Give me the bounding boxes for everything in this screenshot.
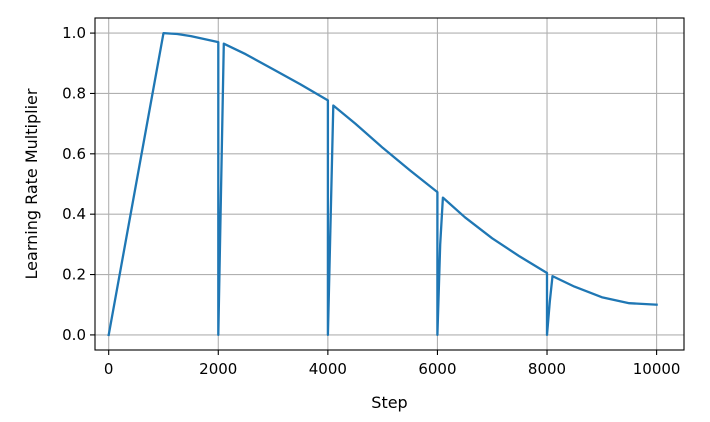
y-tick-label: 0.4 [62, 205, 86, 223]
plot-frame [94, 17, 685, 351]
x-tick-label: 0 [104, 360, 114, 378]
x-tick-label: 10000 [633, 360, 681, 378]
y-axis-label: Learning Rate Multiplier [22, 88, 41, 279]
y-tick-label: 0.6 [62, 145, 86, 163]
x-tick-label: 2000 [199, 360, 237, 378]
y-tick-label: 0.0 [62, 326, 86, 344]
y-tick-label: 0.8 [62, 84, 86, 102]
series-layer [107, 31, 658, 337]
grid [95, 18, 684, 350]
ticks: 0 2000 4000 6000 8000 10000 0.0 0.2 0.4 0.6 0.8 1.0 [62, 24, 680, 378]
series-line [107, 31, 658, 337]
x-tick-label: 6000 [418, 360, 456, 378]
y-tick-label: 0.2 [62, 266, 86, 284]
y-tick-label: 1.0 [62, 24, 86, 42]
x-axis-label: Step [371, 393, 407, 412]
x-tick-label: 8000 [528, 360, 566, 378]
x-tick-label: 4000 [309, 360, 347, 378]
